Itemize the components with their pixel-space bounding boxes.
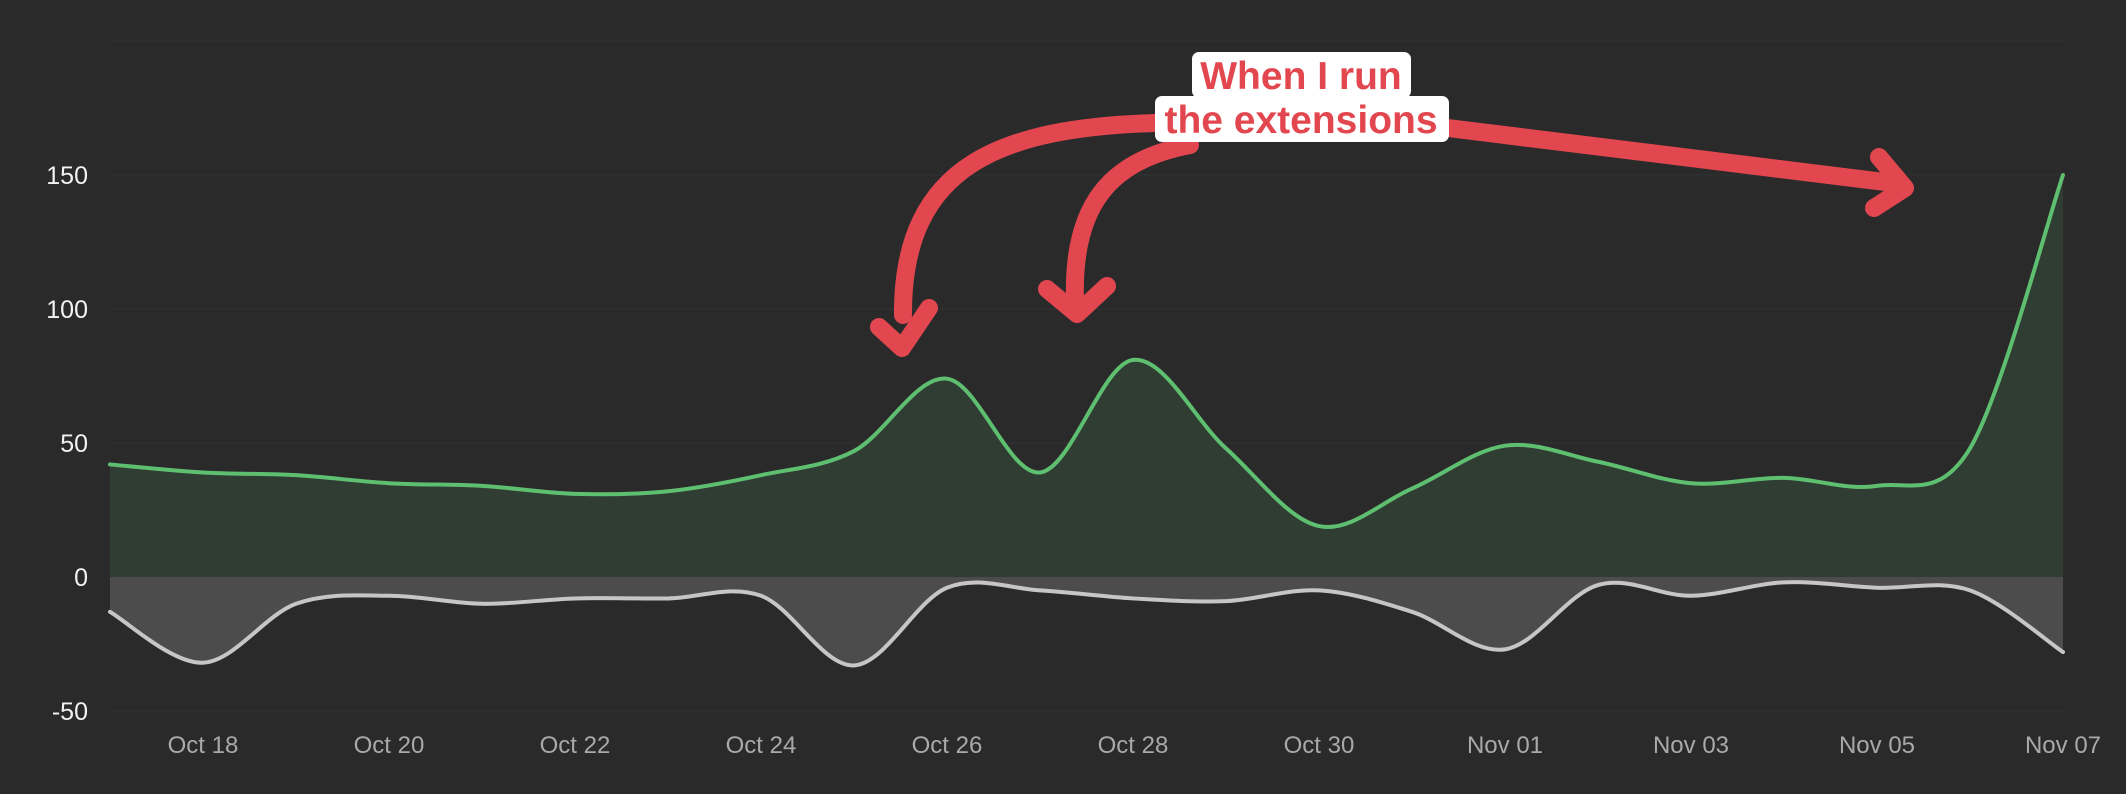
annotation-label-box-2: [1155, 96, 1449, 142]
x-tick-label: Oct 28: [1098, 732, 1169, 759]
annotation-label-box-1: [1192, 52, 1411, 98]
x-tick-label: Oct 26: [912, 732, 983, 759]
annotation-arrowhead-1: [870, 299, 938, 357]
negative-series-line: [108, 580, 2065, 668]
x-tick-label: Oct 30: [1284, 732, 1355, 759]
x-tick-label: Nov 07: [2025, 732, 2101, 759]
series-lines: [108, 173, 2065, 668]
axis-labels: -50 0 50 100 150 Oct 18 Oct 20 Oct 22 Oct 24 Oct …: [46, 162, 2101, 759]
annotation-arrow-2: [1065, 136, 1199, 309]
negative-area-fill: [110, 577, 2063, 666]
annotation-overlay: When I run the extensions: [870, 52, 1914, 357]
x-tick-label: Nov 03: [1653, 732, 1729, 759]
annotation-arrowhead-3: [1865, 148, 1914, 217]
positive-area-fill: [110, 175, 2063, 577]
positive-series-line: [108, 173, 2065, 530]
y-tick-label: -50: [52, 698, 88, 726]
x-tick-label: Oct 22: [540, 732, 611, 759]
x-tick-label: Oct 20: [354, 732, 425, 759]
grid-lines: [110, 40, 2063, 712]
annotation-arrow-3: [1439, 119, 1902, 192]
annotation-arrow-1: [893, 114, 1164, 324]
y-tick-label: 100: [46, 296, 88, 324]
x-tick-label: Nov 05: [1839, 732, 1915, 759]
x-tick-label: Oct 24: [726, 732, 797, 759]
annotation-label-line-2: the extensions: [1164, 99, 1437, 142]
x-tick-label: Nov 01: [1467, 732, 1543, 759]
annotation-label-line-1: When I run: [1200, 55, 1401, 98]
y-tick-label: 50: [60, 430, 88, 458]
y-tick-label: 0: [74, 564, 88, 592]
x-tick-label: Oct 18: [168, 732, 239, 759]
annotation-arrowhead-2: [1038, 277, 1116, 323]
y-tick-label: 150: [46, 162, 88, 190]
